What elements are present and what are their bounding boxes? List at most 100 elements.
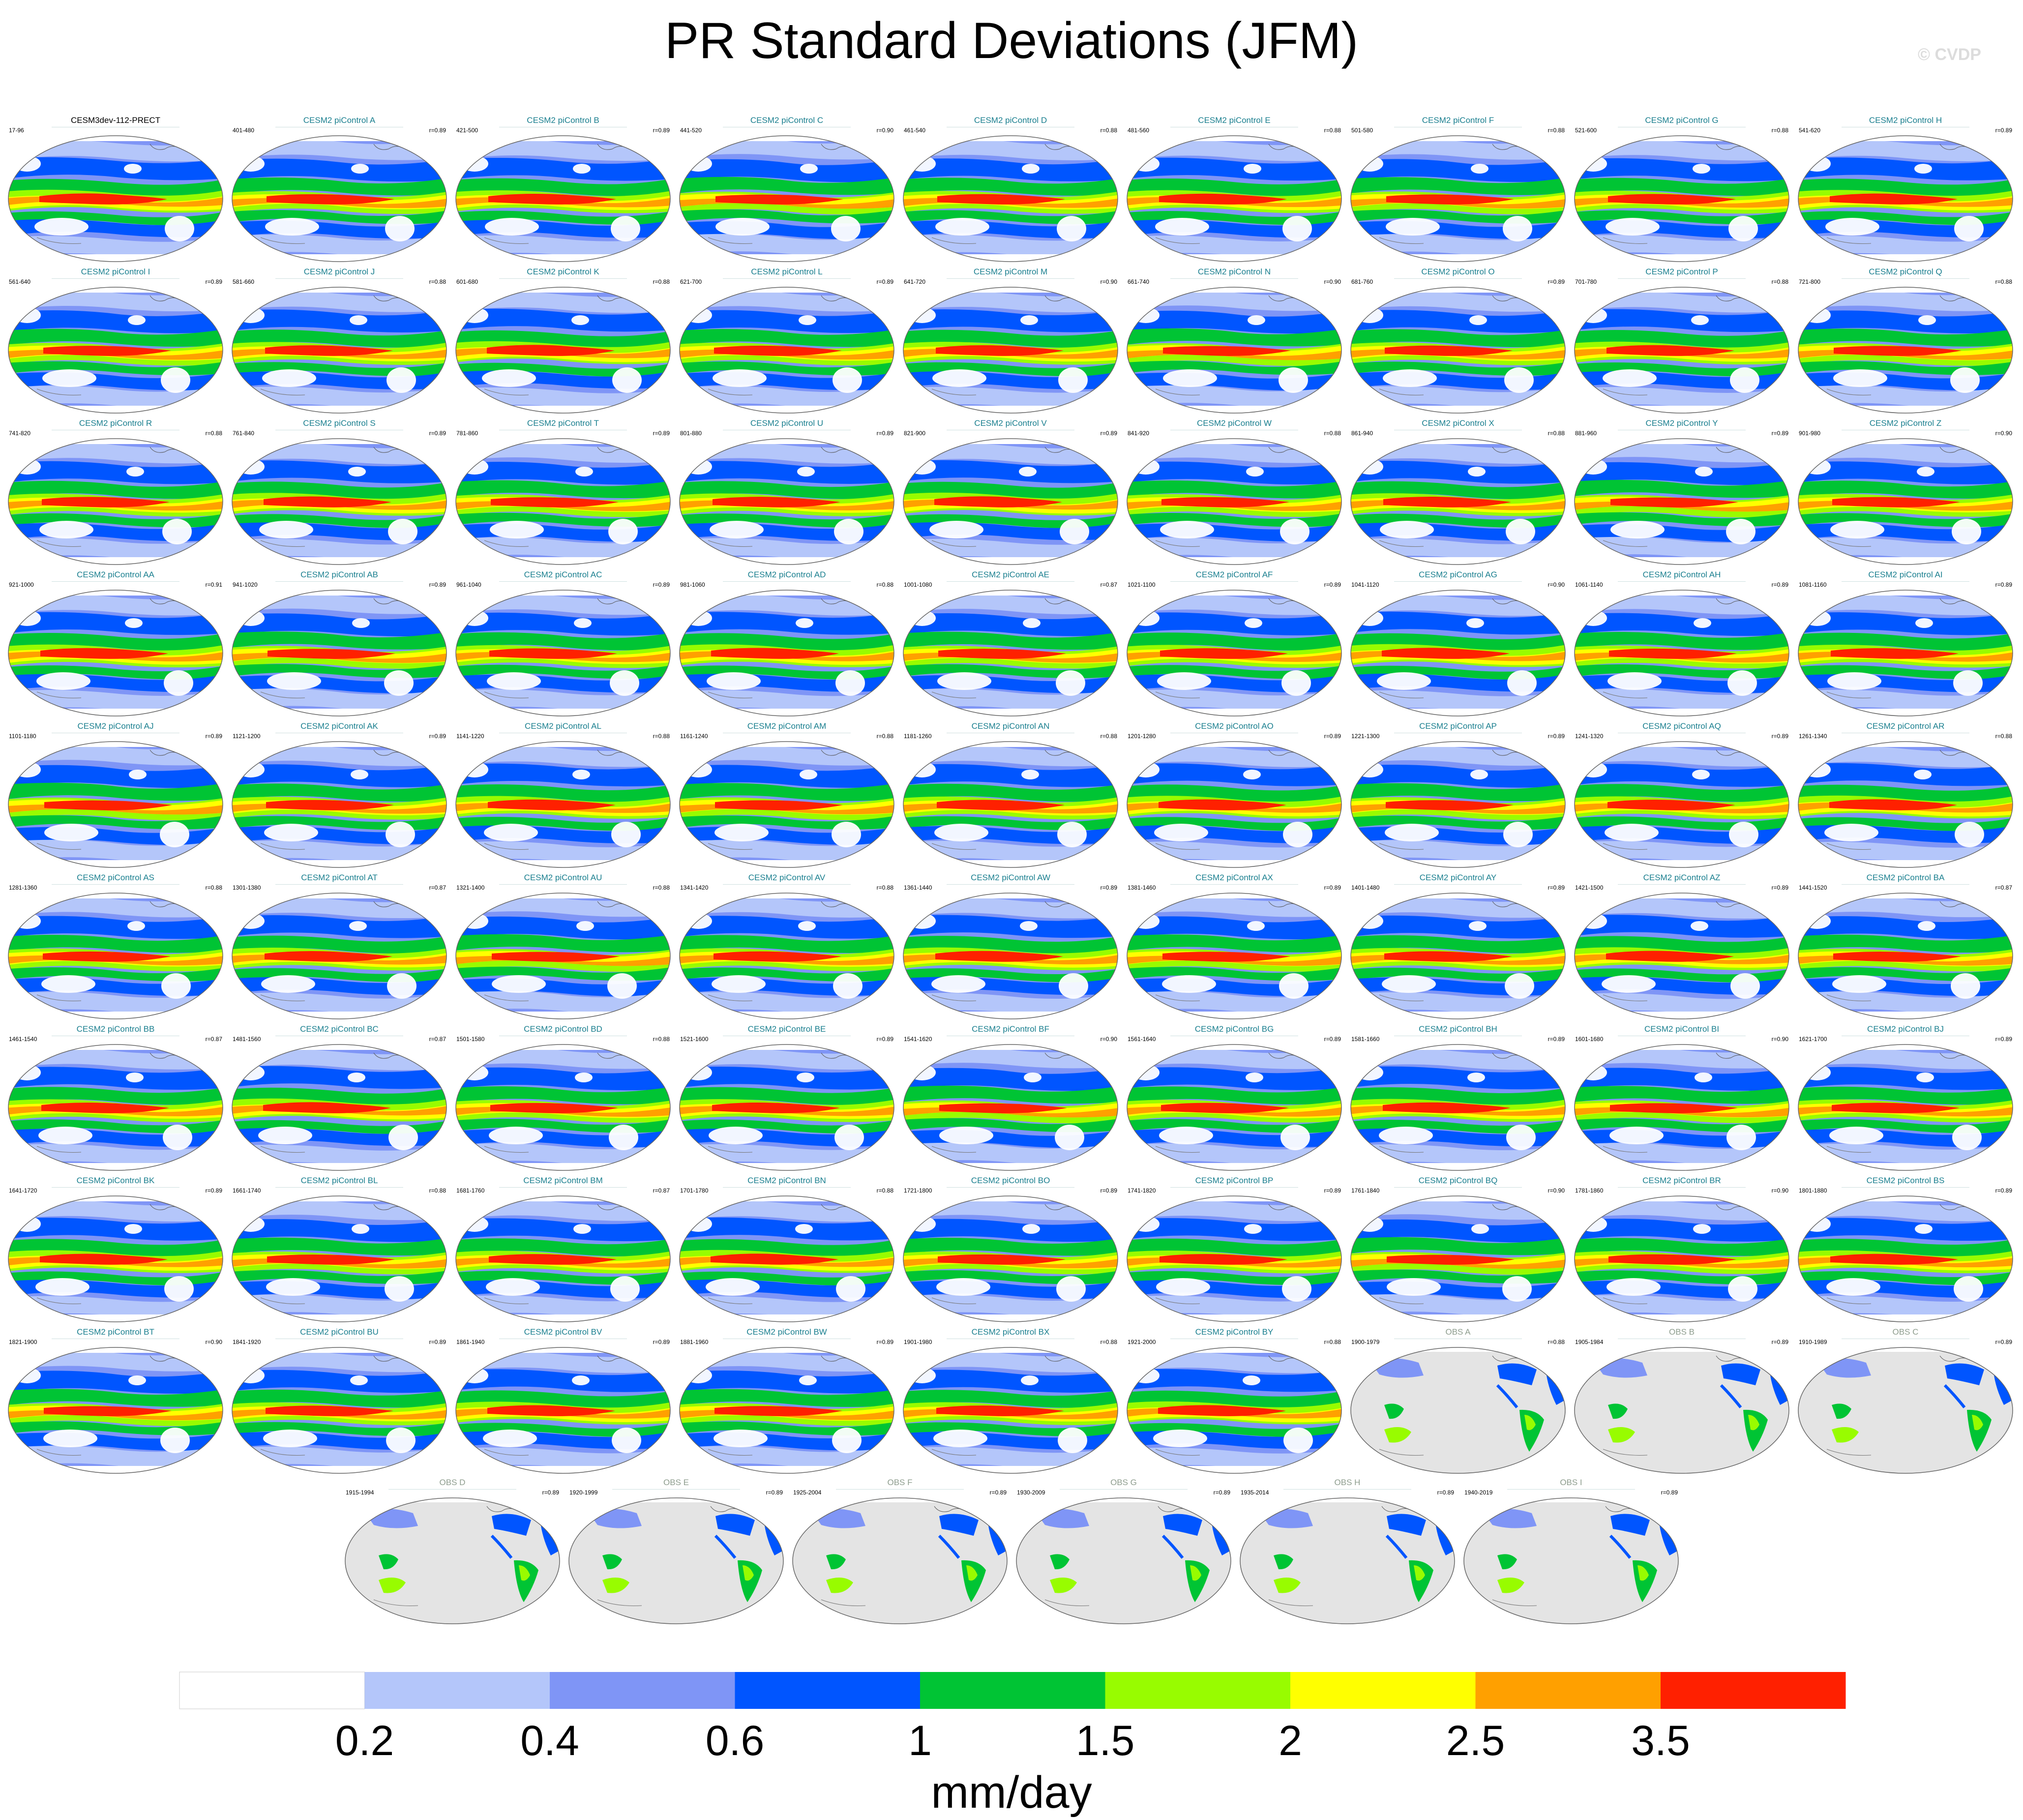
map-panel: CESM2 piControl BG 1561-1640 r=0.89	[1124, 1024, 1345, 1172]
panel-title: CESM3dev-112-PRECT	[70, 116, 161, 125]
panel-pattern-correlation: r=0.89	[1213, 1489, 1230, 1496]
panel-pattern-correlation: r=0.89	[1324, 884, 1341, 891]
map-panel: OBS G 1930-2009 r=0.89	[1013, 1478, 1234, 1625]
panel-pattern-correlation: r=0.90	[876, 127, 893, 134]
panel-title: CESM2 piControl V	[974, 418, 1047, 428]
panel-title: CESM2 piControl AW	[971, 873, 1050, 882]
panel-title: CESM2 piControl I	[81, 267, 150, 276]
colorbar-tick-label: 1	[908, 1717, 932, 1764]
panel-title-rule	[499, 884, 627, 885]
panel-title: CESM2 piControl BW	[746, 1327, 827, 1337]
panel-years: 1920-1999	[569, 1489, 598, 1496]
panel-pattern-correlation: r=0.88	[1995, 278, 2012, 285]
panel-years: 421-500	[456, 127, 478, 134]
colorbar-units: mm/day	[931, 1767, 1092, 1818]
global-map	[679, 135, 894, 262]
global-map	[1350, 1347, 1566, 1474]
panel-years: 1441-1520	[1799, 884, 1827, 891]
panel-title-rule	[1618, 581, 1746, 582]
panel-years: 1221-1300	[1351, 733, 1380, 740]
panel-years: 581-660	[233, 278, 255, 285]
global-map	[232, 1347, 447, 1474]
global-map	[1798, 135, 2013, 262]
panel-pattern-correlation: r=0.89	[1324, 581, 1341, 588]
map-panel: OBS E 1920-1999 r=0.89	[565, 1478, 787, 1625]
panel-years: 1401-1480	[1351, 884, 1380, 891]
panel-title: CESM2 piControl BJ	[1867, 1024, 1944, 1034]
colorbar-segment	[1661, 1672, 1846, 1709]
panel-years: 1001-1080	[904, 581, 932, 588]
panel-years: 541-620	[1799, 127, 1821, 134]
panel-title: CESM2 piControl BM	[523, 1176, 603, 1185]
panel-title-rule	[1170, 884, 1298, 885]
panel-pattern-correlation: r=0.89	[876, 1339, 893, 1345]
map-panel: CESM3dev-112-PRECT 17-96	[5, 116, 226, 263]
global-map	[679, 741, 894, 868]
global-map	[8, 1195, 223, 1322]
colorbar-segment	[1475, 1672, 1661, 1709]
panel-title: CESM2 piControl P	[1645, 267, 1718, 276]
colorbar-tick-label: 2	[1279, 1717, 1302, 1764]
panel-years: 1861-1940	[456, 1339, 485, 1345]
panel-pattern-correlation: r=0.89	[1995, 1036, 2012, 1043]
map-panel: CESM2 piControl BY 1921-2000 r=0.88	[1124, 1327, 1345, 1475]
global-map	[8, 1044, 223, 1171]
global-map	[1127, 1195, 1342, 1322]
panel-title: CESM2 piControl AP	[1419, 721, 1497, 731]
panel-pattern-correlation: r=0.88	[1100, 733, 1117, 740]
panel-title: CESM2 piControl AT	[301, 873, 378, 882]
global-map	[1798, 1347, 2013, 1474]
map-panel: CESM2 piControl BV 1861-1940 r=0.89	[452, 1327, 674, 1475]
panel-title: CESM2 piControl N	[1197, 267, 1271, 276]
panel-pattern-correlation: r=0.88	[876, 733, 893, 740]
map-panel: CESM2 piControl B 421-500 r=0.89	[452, 116, 674, 263]
panel-years: 601-680	[456, 278, 478, 285]
panel-pattern-correlation: r=0.88	[429, 278, 446, 285]
map-panel: CESM2 piControl O 681-760 r=0.89	[1347, 267, 1569, 415]
panel-title: CESM2 piControl AL	[525, 721, 601, 731]
global-map	[1574, 287, 1789, 414]
map-panel: CESM2 piControl BB 1461-1540 r=0.87	[5, 1024, 226, 1172]
panel-years: 1935-2014	[1241, 1489, 1269, 1496]
global-map	[232, 287, 447, 414]
panel-years: 621-700	[680, 278, 702, 285]
panel-title-rule	[52, 1187, 179, 1188]
panel-title-rule	[723, 884, 851, 885]
panel-title: CESM2 piControl BA	[1866, 873, 1945, 882]
cvdp-watermark: © CVDP	[1918, 45, 1981, 64]
global-map	[1350, 1195, 1566, 1322]
panel-pattern-correlation: r=0.91	[205, 581, 222, 588]
panel-pattern-correlation: r=0.89	[1661, 1489, 1678, 1496]
map-panel: CESM2 piControl Z 901-980 r=0.90	[1795, 418, 2016, 566]
panel-title: CESM2 piControl R	[79, 418, 152, 428]
global-map	[455, 893, 671, 1019]
map-panel: CESM2 piControl AY 1401-1480 r=0.89	[1347, 873, 1569, 1020]
panel-pattern-correlation: r=0.88	[653, 278, 670, 285]
panel-pattern-correlation: r=0.89	[1771, 733, 1788, 740]
panel-title: CESM2 piControl BI	[1644, 1024, 1720, 1034]
map-panel: CESM2 piControl L 621-700 r=0.89	[676, 267, 897, 415]
global-map	[8, 1347, 223, 1474]
panel-years: 1601-1680	[1575, 1036, 1604, 1043]
map-panel: CESM2 piControl AO 1201-1280 r=0.89	[1124, 721, 1345, 869]
panel-years: 821-900	[904, 430, 926, 437]
map-panel: CESM2 piControl U 801-880 r=0.89	[676, 418, 897, 566]
panel-years: 1281-1360	[9, 884, 37, 891]
panel-years: 1581-1660	[1351, 1036, 1380, 1043]
global-map	[455, 438, 671, 565]
panel-pattern-correlation: r=0.89	[1771, 884, 1788, 891]
panel-pattern-correlation: r=0.89	[1547, 733, 1565, 740]
panel-title-rule	[1170, 581, 1298, 582]
panel-title-rule	[1618, 1187, 1746, 1188]
panel-title: OBS B	[1669, 1327, 1695, 1337]
panel-title: CESM2 piControl AY	[1419, 873, 1497, 882]
panel-title: CESM2 piControl J	[303, 267, 375, 276]
global-map	[232, 893, 447, 1019]
map-panel: CESM2 piControl AZ 1421-1500 r=0.89	[1571, 873, 1792, 1020]
panel-years: 1301-1380	[233, 884, 261, 891]
map-panel: CESM2 piControl K 601-680 r=0.88	[452, 267, 674, 415]
map-panel: CESM2 piControl BE 1521-1600 r=0.89	[676, 1024, 897, 1172]
panel-pattern-correlation: r=0.88	[876, 884, 893, 891]
map-panel: CESM2 piControl BW 1881-1960 r=0.89	[676, 1327, 897, 1475]
panel-title-rule	[52, 581, 179, 582]
